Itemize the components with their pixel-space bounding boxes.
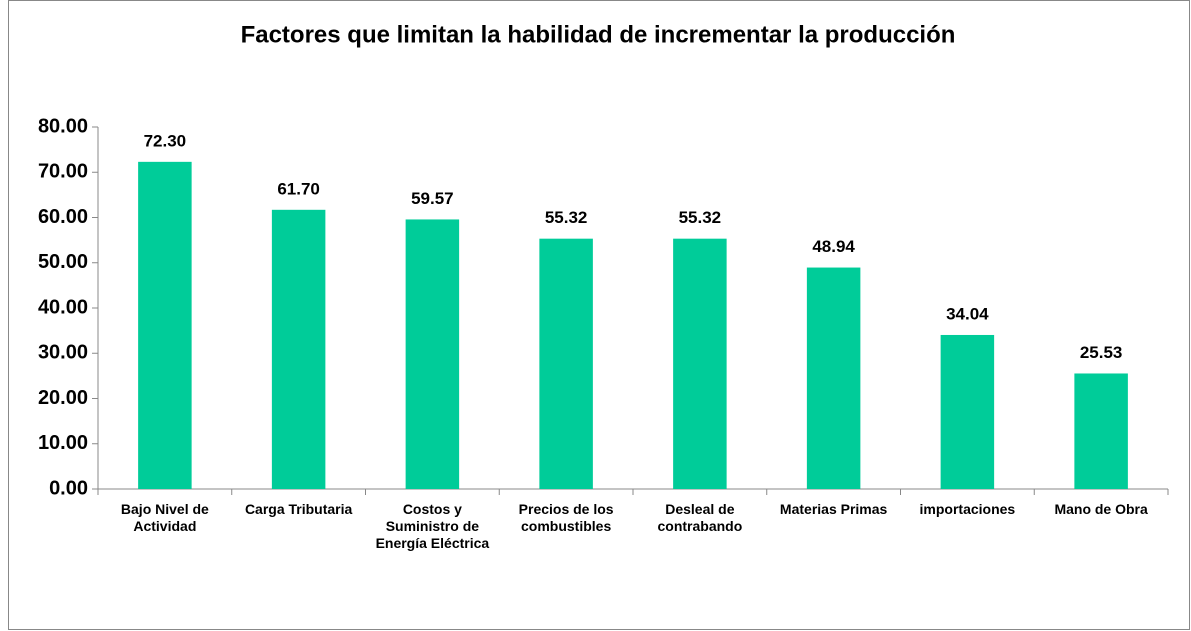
- y-tick-label: 50.00: [38, 251, 88, 273]
- data-label: 55.32: [679, 208, 722, 227]
- bar: [271, 209, 326, 489]
- x-tick-label: Bajo Nivel de Actividad: [120, 501, 209, 534]
- data-label: 61.70: [277, 179, 320, 198]
- y-tick-label: 80.00: [38, 115, 88, 137]
- y-tick-label: 10.00: [38, 432, 88, 454]
- data-label: 34.04: [946, 304, 989, 323]
- y-tick-label: 70.00: [38, 161, 88, 183]
- x-tick-label: Precios de los combustibles: [518, 501, 614, 534]
- x-tick-label: Costos y Suministro de Energía Eléctrica: [375, 501, 490, 551]
- x-tick-label: Materias Primas: [779, 501, 888, 517]
- data-label: 72.30: [144, 131, 187, 150]
- data-label: 25.53: [1080, 343, 1123, 362]
- data-label: 55.32: [545, 208, 588, 227]
- bar: [806, 267, 861, 489]
- data-label: 48.94: [812, 237, 855, 256]
- bar: [138, 161, 192, 489]
- bar: [1074, 373, 1128, 489]
- y-tick-label: 40.00: [38, 296, 88, 318]
- bar: [940, 334, 995, 489]
- x-tick-label: Carga Tributaria: [244, 501, 353, 517]
- x-tick-label: Mano de Obra: [1054, 501, 1148, 517]
- x-tick-label: Desleal de contrabando: [657, 501, 743, 534]
- y-tick-label: 30.00: [38, 342, 88, 364]
- bar: [673, 238, 727, 489]
- chart-border: [8, 0, 1190, 630]
- y-tick-label: 60.00: [38, 206, 88, 228]
- y-tick-label: 0.00: [49, 477, 88, 499]
- y-tick-label: 20.00: [38, 387, 88, 409]
- chart-title: Factores que limitan la habilidad de inc…: [241, 21, 956, 48]
- bar: [539, 238, 593, 489]
- data-label: 59.57: [411, 189, 454, 208]
- bar: [405, 219, 460, 490]
- x-tick-label: importaciones: [919, 501, 1016, 517]
